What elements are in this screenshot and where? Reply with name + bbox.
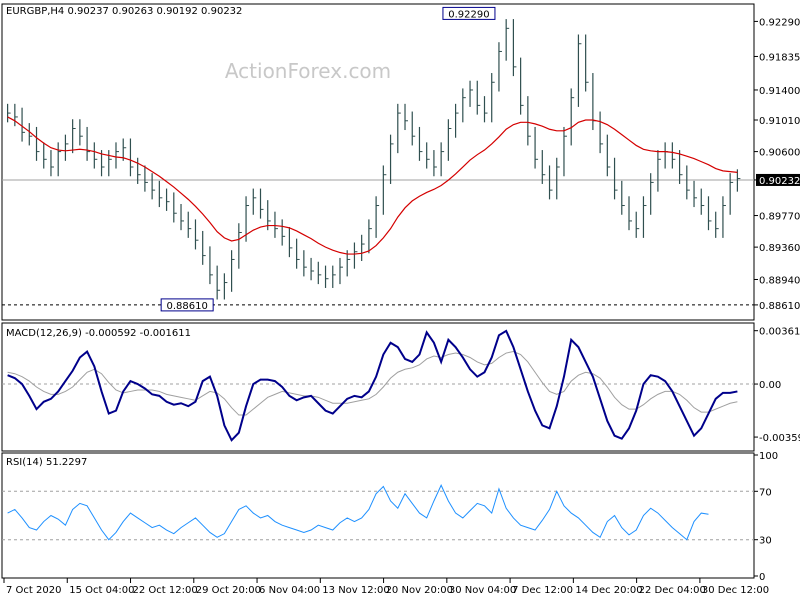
x-tick-label: 7 Oct 2020 (6, 585, 61, 596)
price-y-tick-label: 0.89770 (759, 212, 800, 223)
price-layer: 0.92290 0.88610 (2, 6, 754, 312)
x-tick-label: 30 Nov 04:00 (449, 585, 516, 596)
axis-layer: 0.92290 0.91835 0.91400 0.91010 0.90600 0.902… (3, 17, 800, 596)
price-y-tick-label: 0.88940 (759, 275, 800, 286)
macd-line (7, 329, 738, 442)
price-y-tick-label: 0.91010 (759, 116, 800, 127)
macd-panel (1, 322, 755, 452)
x-tick-label: 6 Nov 04:00 (259, 585, 320, 596)
price-y-tick-label: 0.91400 (759, 86, 800, 97)
rsi-panel-title: RSI(14) 51.2297 (6, 457, 87, 468)
annotation-box (442, 6, 496, 20)
high-annotation: 0.92290 (442, 6, 496, 20)
rsi-layer (2, 484, 754, 541)
x-tick-label: 22 Dec 04:00 (639, 585, 706, 596)
price-y-tick-label: 0.90600 (759, 148, 800, 159)
x-tick-label: 15 Oct 04:00 (69, 585, 134, 596)
low-annotation: 0.88610 (160, 298, 214, 312)
price-panel (1, 3, 755, 321)
x-tick-label: 20 Nov 20:00 (386, 585, 453, 596)
price-y-tick-label: 0.89360 (759, 243, 800, 254)
x-tick-label: 29 Oct 20:00 (196, 585, 261, 596)
macd-panel-title: MACD(12,26,9) -0.000592 -0.001611 (6, 328, 191, 339)
macd-y-tick-label: 0.00 (759, 380, 781, 391)
x-tick-label: 13 Nov 12:00 (322, 585, 389, 596)
price-y-tick-label: 0.91835 (759, 52, 800, 63)
watermark: ActionForex.com (225, 59, 391, 83)
rsi-panel (1, 452, 755, 579)
annotation-box (160, 298, 214, 312)
price-y-tick-label: 0.92290 (759, 17, 800, 28)
rsi-y-tick-label: 70 (759, 487, 772, 498)
price-panel-title: EURGBP,H4 0.90237 0.90263 0.90192 0.9023… (6, 6, 242, 17)
x-tick-label: 14 Dec 20:00 (575, 585, 642, 596)
x-tick-label: 22 Oct 12:00 (133, 585, 198, 596)
rsi-y-tick-label: 0 (759, 572, 765, 583)
x-tick-label: 7 Dec 12:00 (512, 585, 573, 596)
current-price-label: 0.90232 (759, 176, 800, 187)
macd-signal-line (7, 351, 738, 416)
annotation-label: 0.92290 (448, 9, 489, 20)
price-y-tick-label: 0.88610 (759, 301, 800, 312)
macd-y-tick-label: 0.003615 (759, 327, 800, 338)
rsi-line (7, 484, 709, 541)
current-price-badge (756, 173, 800, 186)
x-tick-label: 30 Dec 12:00 (702, 585, 769, 596)
annotation-label: 0.88610 (166, 301, 207, 312)
macd-layer (2, 329, 754, 442)
macd-y-tick-label: -0.003592 (759, 433, 800, 444)
moving-average-line (7, 116, 738, 255)
rsi-y-tick-label: 100 (759, 451, 778, 462)
rsi-y-tick-label: 30 (759, 536, 772, 547)
